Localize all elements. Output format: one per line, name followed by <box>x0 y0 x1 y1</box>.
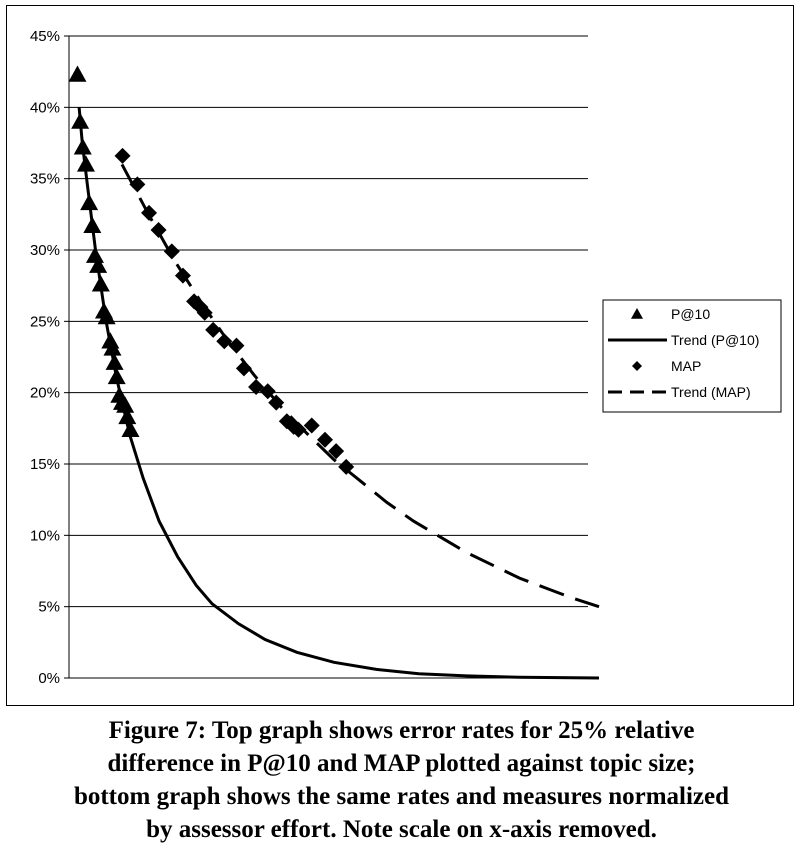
point-p-10 <box>107 367 126 385</box>
figure-caption: Figure 7: Top graph shows error rates fo… <box>0 714 803 846</box>
y-tick-label: 35% <box>30 171 60 188</box>
legend-label-trend-p-10: Trend (P@10) <box>671 332 759 348</box>
point-map <box>316 431 333 448</box>
point-map <box>163 243 180 260</box>
point-p-10 <box>118 407 137 425</box>
point-p-10 <box>103 339 122 356</box>
y-tick-label: 15% <box>30 456 60 473</box>
point-map <box>290 421 307 438</box>
y-tick-label: 45% <box>30 28 60 45</box>
point-p-10 <box>71 112 90 129</box>
point-p-10 <box>105 353 124 370</box>
caption-line: bottom graph shows the same rates and me… <box>73 783 730 810</box>
point-map <box>228 337 245 354</box>
point-p-10 <box>73 138 92 155</box>
point-p-10 <box>83 216 102 233</box>
point-map <box>259 383 276 400</box>
point-map <box>338 458 355 475</box>
legend-swatch-map <box>632 361 642 371</box>
point-p-10 <box>68 65 87 82</box>
grid <box>69 35 588 679</box>
point-map <box>328 443 345 460</box>
point-p-10 <box>116 396 135 413</box>
point-map <box>268 394 285 411</box>
point-p-10 <box>97 308 116 325</box>
y-tick-label: 5% <box>38 599 60 616</box>
y-tick-label: 10% <box>30 527 60 544</box>
y-axis: 0% 5% 10% 15% 20% 25% 30% 35% 40% 45% <box>30 28 70 687</box>
y-tick-label: 40% <box>30 99 60 116</box>
point-map <box>235 360 252 377</box>
caption-line: by assessor effort. Note scale on x-axis… <box>146 816 657 843</box>
series-line-trend-map <box>120 163 600 609</box>
point-map <box>129 176 146 193</box>
series-line-trend-p-10 <box>77 107 600 680</box>
legend-label-p-10: P@10 <box>671 306 710 322</box>
point-p-10 <box>85 246 104 263</box>
point-map <box>141 204 158 221</box>
point-map <box>303 417 320 434</box>
chart-frame <box>6 5 794 706</box>
point-map <box>216 333 233 350</box>
caption-line: Figure 7: Top graph shows error rates fo… <box>108 717 695 744</box>
point-map <box>196 304 213 321</box>
y-tick-label: 20% <box>30 385 60 402</box>
point-p-10 <box>89 256 108 273</box>
point-map <box>114 147 131 164</box>
y-tick-label: 0% <box>38 670 60 687</box>
legend-label-map: MAP <box>671 358 701 374</box>
legend: P@10 Trend (P@10) MAP Trend (MAP) <box>602 299 782 413</box>
markers <box>68 65 355 475</box>
caption-line: difference in P@10 and MAP plotted again… <box>107 750 696 777</box>
point-p-10 <box>121 420 140 437</box>
y-tick-label: 30% <box>30 242 60 259</box>
point-p-10 <box>76 155 95 172</box>
y-tick-label: 25% <box>30 313 60 330</box>
legend-swatch-p-10 <box>631 308 643 319</box>
point-map <box>174 267 191 284</box>
legend-label-trend-map: Trend (MAP) <box>671 384 751 400</box>
point-p-10 <box>91 275 110 292</box>
point-p-10 <box>80 193 99 211</box>
point-map <box>150 222 167 239</box>
chart: 0% 5% 10% 15% 20% 25% 30% 35% 40% 45% P@10 Trend (… <box>30 28 782 687</box>
point-map <box>205 321 222 338</box>
